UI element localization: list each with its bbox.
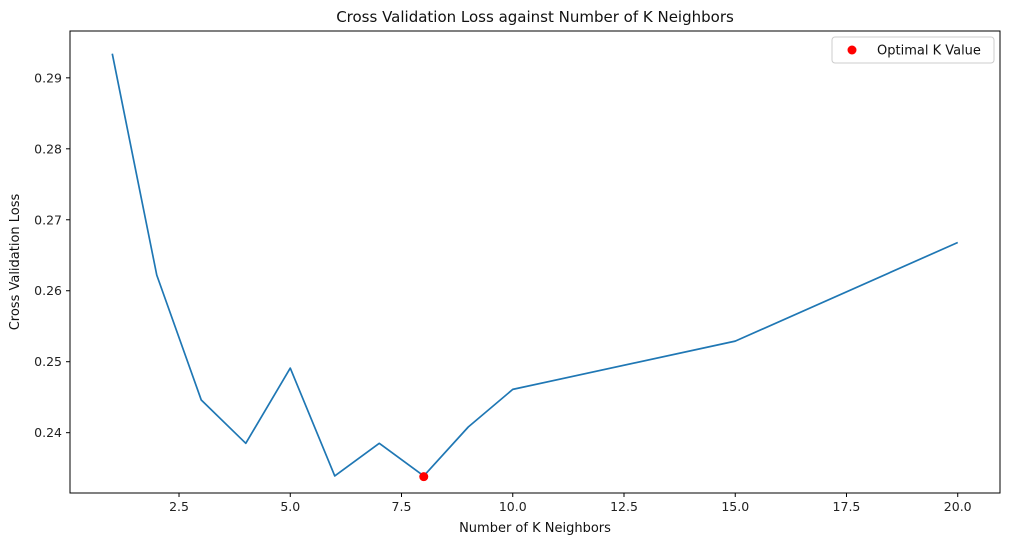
y-tick-label: 0.29: [34, 70, 62, 85]
loss-line: [111, 53, 959, 477]
legend-marker-optimal-k: [847, 45, 857, 55]
y-tick-label: 0.26: [34, 283, 62, 298]
x-tick-label: 20.0: [944, 499, 972, 514]
x-tick-label: 10.0: [499, 499, 527, 514]
y-tick-label: 0.28: [34, 141, 62, 156]
y-tick-label: 0.25: [34, 354, 62, 369]
plot-frame: [69, 30, 1001, 494]
y-axis-label: Cross Validation Loss: [8, 193, 23, 330]
chart-title: Cross Validation Loss against Number of …: [336, 8, 734, 26]
x-tick-label: 7.5: [392, 499, 412, 514]
x-tick-label: 5.0: [280, 499, 300, 514]
x-tick-label: 12.5: [610, 499, 638, 514]
legend-label-optimal-k: Optimal K Value: [877, 44, 981, 59]
y-tick-label: 0.24: [34, 425, 62, 440]
x-tick-label: 15.0: [721, 499, 749, 514]
legend-box: [831, 36, 995, 64]
legend: Optimal K Value: [831, 36, 995, 64]
x-axis-label: Number of K Neighbors: [459, 521, 611, 536]
optimal-k-point: [419, 472, 429, 482]
y-tick-label: 0.27: [34, 212, 62, 227]
x-tick-label: 2.5: [169, 499, 189, 514]
x-tick-label: 17.5: [833, 499, 861, 514]
